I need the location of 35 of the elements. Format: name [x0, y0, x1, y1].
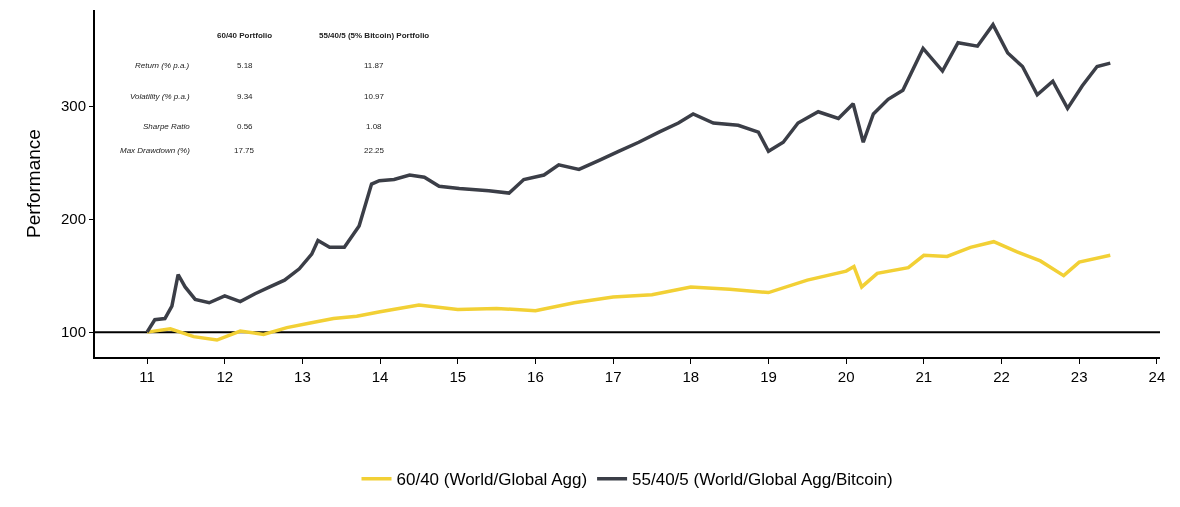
- y-tick-label: 200: [60, 210, 86, 228]
- x-tick-label: 14: [371, 368, 389, 385]
- x-tick-label: 19: [760, 368, 777, 385]
- annotation: 60/40 Portfolio: [217, 31, 273, 40]
- annotation: 1.08: [366, 122, 383, 131]
- x-tick-label: 23: [1070, 368, 1088, 385]
- annotation: 9.34: [237, 92, 254, 101]
- y-tick-label: 300: [60, 97, 86, 115]
- annotation: 22.25: [364, 146, 385, 155]
- annotation: Max Drawdown (%): [120, 146, 191, 155]
- legend-label: 55/40/5 (World/Global Agg/Bitcoin): [632, 470, 893, 490]
- x-tick-label: 13: [294, 368, 311, 385]
- legend-label: 60/40 (World/Global Agg): [396, 470, 588, 490]
- annotation: 11.87: [364, 61, 384, 70]
- x-tick-label: 16: [527, 368, 544, 385]
- annotation: 0.56: [237, 122, 254, 131]
- x-tick-label: 24: [1148, 368, 1166, 385]
- x-tick-label: 17: [604, 368, 622, 385]
- x-tick-label: 11: [139, 368, 155, 385]
- x-tick-label: 12: [216, 368, 234, 385]
- x-tick-label: 21: [915, 368, 933, 385]
- annotation: 17.75: [234, 146, 255, 155]
- annotation: Return (% p.a.): [135, 61, 190, 70]
- y-axis-title: Performance: [23, 129, 45, 238]
- annotation: 5.18: [237, 61, 254, 70]
- annotation: 55/40/5 (5% Bitcoin) Portfolio: [319, 31, 430, 40]
- x-tick-label: 22: [993, 368, 1010, 385]
- annotation: Volatility (% p.a.): [130, 92, 191, 101]
- annotation: 10.97: [364, 92, 385, 101]
- y-tick-label: 100: [60, 323, 86, 341]
- annotation: Sharpe Ratio: [143, 122, 191, 131]
- x-tick-label: 20: [837, 368, 855, 385]
- line-series: [145, 239, 1113, 342]
- x-tick-label: 18: [682, 368, 700, 385]
- x-tick-label: 15: [449, 368, 467, 385]
